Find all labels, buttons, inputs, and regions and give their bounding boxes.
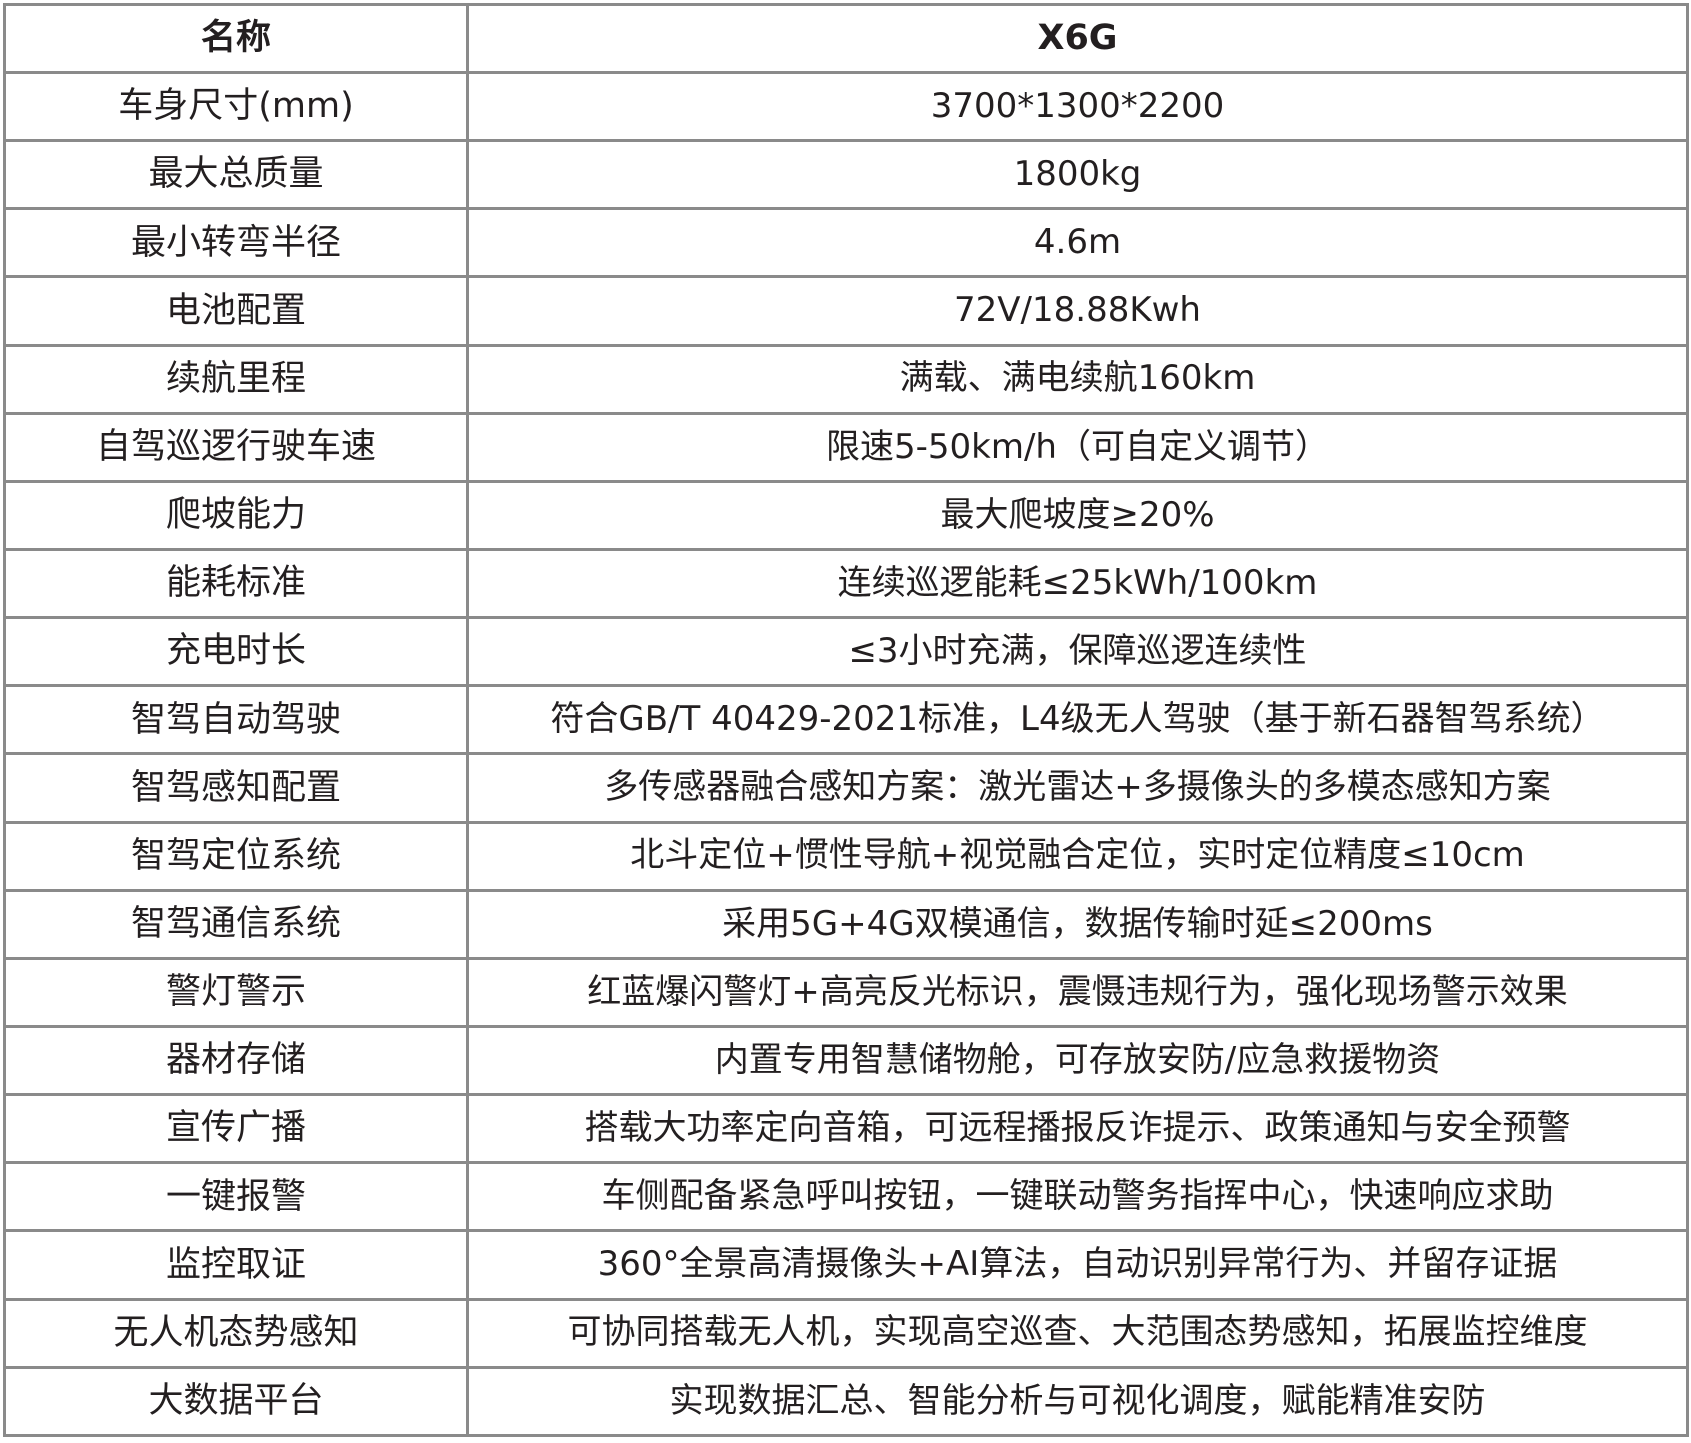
spec-value: 4.6m bbox=[468, 209, 1688, 277]
table-row: 智驾感知配置 多传感器融合感知方案：激光雷达+多摄像头的多模态感知方案 bbox=[5, 754, 1688, 822]
table-row: 充电时长 ≤3小时充满，保障巡逻连续性 bbox=[5, 618, 1688, 686]
table-row: 宣传广播 搭载大功率定向音箱，可远程播报反诈提示、政策通知与安全预警 bbox=[5, 1095, 1688, 1163]
spec-value: 最大爬坡度≥20% bbox=[468, 481, 1688, 549]
spec-name: 大数据平台 bbox=[5, 1367, 468, 1435]
spec-name: 充电时长 bbox=[5, 618, 468, 686]
table-row: 能耗标准 连续巡逻能耗≤25kWh/100km bbox=[5, 549, 1688, 617]
spec-value: 连续巡逻能耗≤25kWh/100km bbox=[468, 549, 1688, 617]
spec-value: 搭载大功率定向音箱，可远程播报反诈提示、政策通知与安全预警 bbox=[468, 1095, 1688, 1163]
table-row: 智驾通信系统 采用5G+4G双模通信，数据传输时延≤200ms bbox=[5, 890, 1688, 958]
table-row: 续航里程 满载、满电续航160km bbox=[5, 345, 1688, 413]
table-row: 最小转弯半径 4.6m bbox=[5, 209, 1688, 277]
spec-value: 实现数据汇总、智能分析与可视化调度，赋能精准安防 bbox=[468, 1367, 1688, 1435]
spec-value: 360°全景高清摄像头+AI算法，自动识别异常行为、并留存证据 bbox=[468, 1231, 1688, 1299]
table-row: 自驾巡逻行驶车速 限速5-50km/h（可自定义调节） bbox=[5, 413, 1688, 481]
spec-name: 警灯警示 bbox=[5, 958, 468, 1026]
spec-name: 续航里程 bbox=[5, 345, 468, 413]
spec-value: 红蓝爆闪警灯+高亮反光标识，震慑违规行为，强化现场警示效果 bbox=[468, 958, 1688, 1026]
spec-value: 限速5-50km/h（可自定义调节） bbox=[468, 413, 1688, 481]
table-row: 一键报警 车侧配备紧急呼叫按钮，一键联动警务指挥中心，快速响应求助 bbox=[5, 1163, 1688, 1231]
table-row: 器材存储 内置专用智慧储物舱，可存放安防/应急救援物资 bbox=[5, 1026, 1688, 1094]
table-row: 警灯警示 红蓝爆闪警灯+高亮反光标识，震慑违规行为，强化现场警示效果 bbox=[5, 958, 1688, 1026]
spec-name: 智驾自动驾驶 bbox=[5, 686, 468, 754]
table-row: 智驾自动驾驶 符合GB/T 40429-2021标准，L4级无人驾驶（基于新石器… bbox=[5, 686, 1688, 754]
spec-name: 电池配置 bbox=[5, 277, 468, 345]
spec-name: 无人机态势感知 bbox=[5, 1299, 468, 1367]
header-model-cell: X6G bbox=[468, 5, 1688, 73]
spec-value: 3700*1300*2200 bbox=[468, 73, 1688, 141]
spec-value: 北斗定位+惯性导航+视觉融合定位，实时定位精度≤10cm bbox=[468, 822, 1688, 890]
table-row: 爬坡能力 最大爬坡度≥20% bbox=[5, 481, 1688, 549]
spec-value: 可协同搭载无人机，实现高空巡查、大范围态势感知，拓展监控维度 bbox=[468, 1299, 1688, 1367]
spec-value: 采用5G+4G双模通信，数据传输时延≤200ms bbox=[468, 890, 1688, 958]
spec-value: ≤3小时充满，保障巡逻连续性 bbox=[468, 618, 1688, 686]
spec-name: 智驾定位系统 bbox=[5, 822, 468, 890]
spec-value: 车侧配备紧急呼叫按钮，一键联动警务指挥中心，快速响应求助 bbox=[468, 1163, 1688, 1231]
spec-value: 内置专用智慧储物舱，可存放安防/应急救援物资 bbox=[468, 1026, 1688, 1094]
table-row: 智驾定位系统 北斗定位+惯性导航+视觉融合定位，实时定位精度≤10cm bbox=[5, 822, 1688, 890]
spec-value: 多传感器融合感知方案：激光雷达+多摄像头的多模态感知方案 bbox=[468, 754, 1688, 822]
spec-name: 器材存储 bbox=[5, 1026, 468, 1094]
table-row: 大数据平台 实现数据汇总、智能分析与可视化调度，赋能精准安防 bbox=[5, 1367, 1688, 1435]
spec-value: 72V/18.88Kwh bbox=[468, 277, 1688, 345]
spec-name: 一键报警 bbox=[5, 1163, 468, 1231]
spec-name: 自驾巡逻行驶车速 bbox=[5, 413, 468, 481]
spec-value: 符合GB/T 40429-2021标准，L4级无人驾驶（基于新石器智驾系统） bbox=[468, 686, 1688, 754]
spec-table: 名称 X6G 车身尺寸(mm) 3700*1300*2200 最大总质量 180… bbox=[3, 3, 1689, 1437]
spec-name: 智驾通信系统 bbox=[5, 890, 468, 958]
spec-name: 最小转弯半径 bbox=[5, 209, 468, 277]
spec-name: 车身尺寸(mm) bbox=[5, 73, 468, 141]
header-name-cell: 名称 bbox=[5, 5, 468, 73]
spec-name: 爬坡能力 bbox=[5, 481, 468, 549]
table-row: 无人机态势感知 可协同搭载无人机，实现高空巡查、大范围态势感知，拓展监控维度 bbox=[5, 1299, 1688, 1367]
spec-value: 1800kg bbox=[468, 141, 1688, 209]
table-header-row: 名称 X6G bbox=[5, 5, 1688, 73]
spec-name: 宣传广播 bbox=[5, 1095, 468, 1163]
spec-name: 智驾感知配置 bbox=[5, 754, 468, 822]
table-row: 监控取证 360°全景高清摄像头+AI算法，自动识别异常行为、并留存证据 bbox=[5, 1231, 1688, 1299]
spec-name: 监控取证 bbox=[5, 1231, 468, 1299]
spec-name: 能耗标准 bbox=[5, 549, 468, 617]
table-row: 最大总质量 1800kg bbox=[5, 141, 1688, 209]
spec-name: 最大总质量 bbox=[5, 141, 468, 209]
spec-value: 满载、满电续航160km bbox=[468, 345, 1688, 413]
table-row: 电池配置 72V/18.88Kwh bbox=[5, 277, 1688, 345]
table-row: 车身尺寸(mm) 3700*1300*2200 bbox=[5, 73, 1688, 141]
